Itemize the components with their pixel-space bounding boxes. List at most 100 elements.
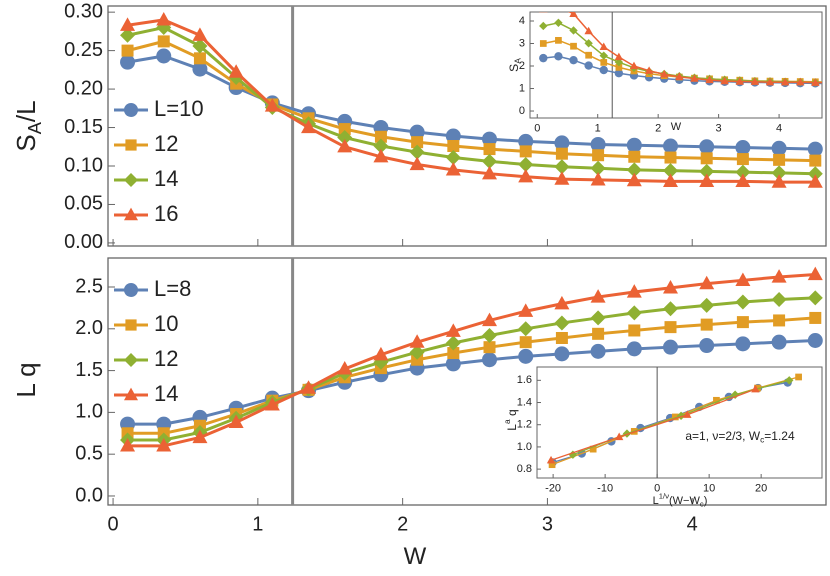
marker [585,51,593,59]
marker [337,138,353,153]
marker [590,136,606,152]
y-axis-label: L q [11,362,41,397]
y-axis-label-part: q [505,409,519,419]
series-group [539,12,822,88]
marker [626,137,642,153]
marker [337,361,353,375]
marker [539,53,548,63]
marker [554,18,563,28]
marker [771,269,787,283]
y-tick-label: 0.5 [75,442,103,464]
marker [809,154,822,167]
y-axis-label-part: a [502,419,512,424]
y-tick-label: 1.4 [517,396,532,408]
x-axis-label-part: (W−W [669,495,700,507]
marker [482,352,498,368]
marker [735,272,751,286]
marker [447,140,460,152]
marker [600,59,608,66]
marker [590,171,606,186]
marker [735,173,751,188]
marker [518,133,534,149]
y-axis-label-part: L q [11,362,41,397]
y-tick-label: 1.6 [517,374,532,386]
marker [644,66,654,74]
y-tick-label: 2 [519,60,525,72]
marker [713,396,720,404]
y-axis-label: SA/L [11,100,45,151]
marker [124,353,138,367]
marker [445,150,461,166]
x-tick-label: 1 [595,122,601,134]
marker [795,373,802,381]
series-group [120,11,823,188]
x-axis-label-part: ) [704,495,708,507]
marker [683,410,692,418]
marker [626,284,642,298]
marker [192,27,208,41]
marker [628,324,641,337]
marker [809,311,822,324]
marker [807,266,823,281]
annotation: a=1, ν=2/3, Wc=1.24 [685,429,795,445]
marker [584,39,593,48]
y-axis-label-part: /L [11,100,41,122]
marker [539,12,548,13]
marker [156,11,172,26]
x-tick-label: 0 [108,513,119,535]
marker [569,26,578,35]
marker [671,413,679,421]
marker [615,64,623,71]
marker [409,124,425,140]
marker [592,327,605,340]
marker [264,396,280,411]
x-tick-label: 4 [776,122,782,134]
marker [409,334,425,348]
marker [584,61,593,70]
series-line [127,272,816,448]
x-axis-label: L1/ν(W−Wc) [653,492,708,509]
marker [193,52,206,65]
y-tick-label: 0.8 [517,463,532,475]
marker [765,77,775,86]
marker [599,51,608,60]
marker [626,341,642,357]
marker [125,319,137,331]
marker [662,339,678,355]
marker [807,333,823,349]
marker [483,143,496,156]
marker [628,150,641,163]
marker [700,152,713,165]
y-axis-label-part: A [513,58,523,64]
marker [736,153,749,166]
x-tick-label: 10 [703,482,715,494]
marker [735,77,744,85]
marker [124,173,138,187]
marker [660,69,669,78]
x-tick-label: 2 [397,513,408,535]
y-tick-label: 2.0 [75,317,103,339]
marker [771,165,787,181]
series-line [127,39,816,163]
y-tick-label: 0 [519,105,525,117]
x-tick-label: -20 [545,482,561,494]
marker [546,455,556,464]
marker [614,69,624,78]
marker [554,295,570,310]
marker [675,72,684,80]
marker [192,38,208,54]
marker [626,172,642,187]
marker [192,429,208,444]
marker [120,437,136,452]
y-tick-label: 1 [519,82,525,94]
x-tick-label: 1 [252,513,263,535]
marker [482,153,498,169]
marker [699,297,715,313]
y-tick-label: 1.0 [75,401,103,423]
marker [773,153,786,166]
marker [590,310,606,326]
y-tick-label: 0.25 [64,39,103,61]
marker [629,61,639,70]
x-tick-label: 2 [655,122,661,134]
y-tick-label: 0.10 [64,154,103,176]
